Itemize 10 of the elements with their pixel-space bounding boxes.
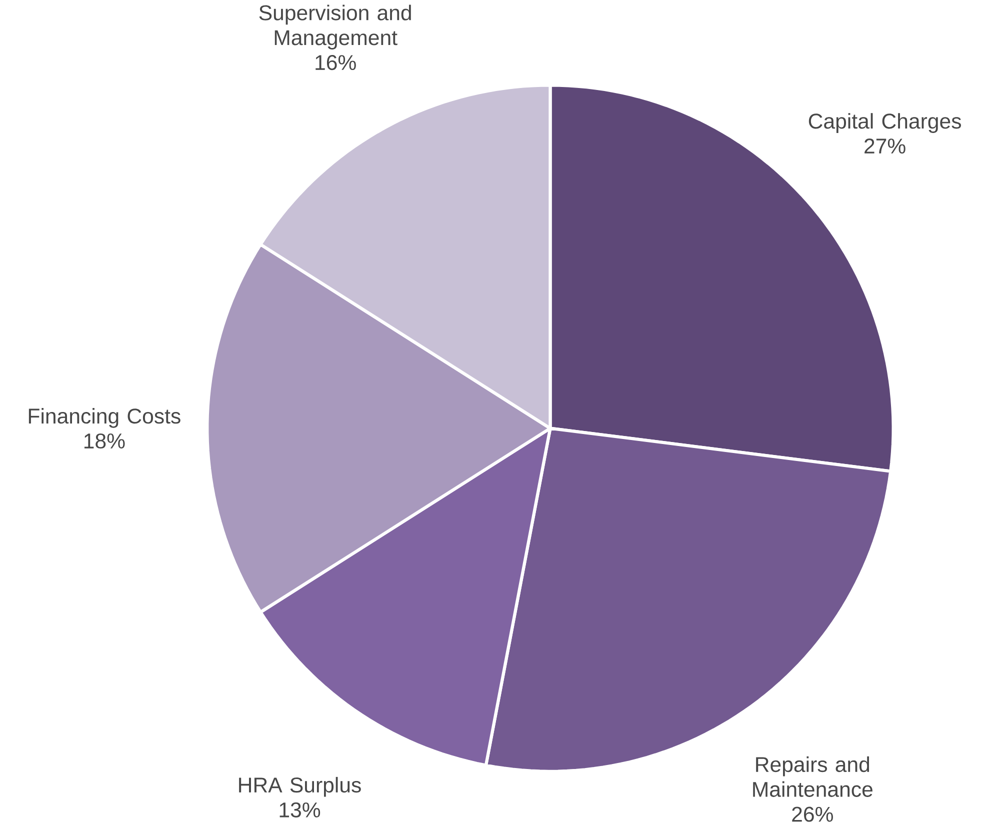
slice-label: Capital Charges — [808, 113, 961, 134]
slice-label: Financing Costs — [28, 408, 180, 428]
data-label: 27% — [864, 138, 906, 154]
slice-label: Supervision and Management — [259, 4, 411, 50]
data-label: 13% — [280, 802, 320, 818]
data-label: 16% — [316, 55, 356, 70]
data-label: 26% — [792, 806, 833, 822]
data-label: 18% — [84, 434, 125, 449]
slice-label: HRA Surplus — [239, 777, 361, 798]
slice-label: Repairs and Maintenance — [753, 756, 872, 798]
